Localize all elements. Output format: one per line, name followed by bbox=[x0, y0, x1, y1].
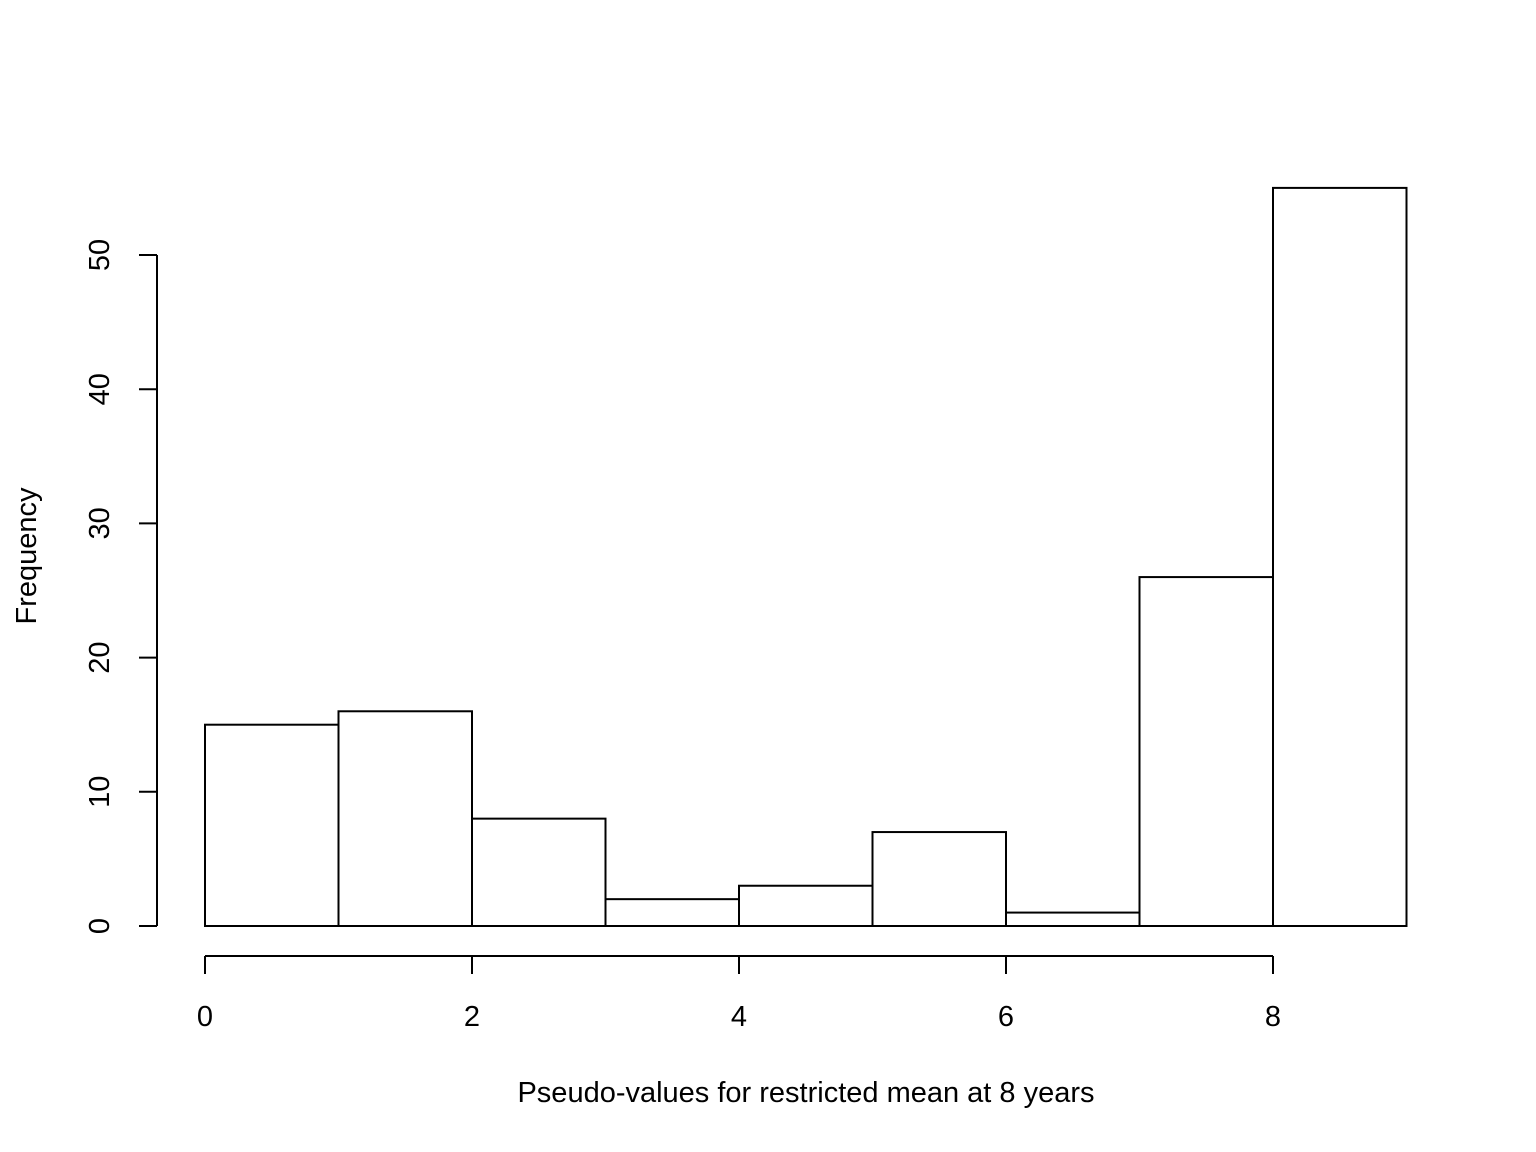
histogram-bar bbox=[1272, 186, 1408, 927]
histogram-bar bbox=[337, 710, 473, 928]
histogram-bar bbox=[1005, 911, 1141, 928]
y-tick-label: 20 bbox=[84, 641, 116, 673]
y-axis: 0 10 20 30 40 50 bbox=[84, 239, 158, 934]
y-tick-label: 30 bbox=[84, 507, 116, 539]
y-tick-label: 50 bbox=[84, 239, 116, 271]
x-tick-label: 2 bbox=[464, 1001, 480, 1033]
x-tick-label: 0 bbox=[197, 1001, 213, 1033]
x-axis-title: Pseudo-values for restricted mean at 8 y… bbox=[517, 1077, 1094, 1109]
bars-group bbox=[204, 186, 1408, 928]
histogram-bar bbox=[204, 723, 340, 928]
y-tick-label: 0 bbox=[84, 918, 116, 934]
x-tick-label: 6 bbox=[998, 1001, 1014, 1033]
histogram-bar bbox=[871, 831, 1007, 927]
x-tick-label: 4 bbox=[731, 1001, 747, 1033]
histogram-bar bbox=[604, 898, 740, 927]
histogram-bar bbox=[738, 884, 874, 927]
histogram-bar bbox=[471, 817, 607, 928]
y-axis-title: Frequency bbox=[11, 487, 43, 625]
histogram-bar bbox=[1138, 576, 1274, 928]
x-axis: 0 2 4 6 8 bbox=[197, 955, 1281, 1033]
y-tick-label: 10 bbox=[84, 776, 116, 808]
y-tick-label: 40 bbox=[84, 373, 116, 405]
x-tick-label: 8 bbox=[1265, 1001, 1281, 1033]
